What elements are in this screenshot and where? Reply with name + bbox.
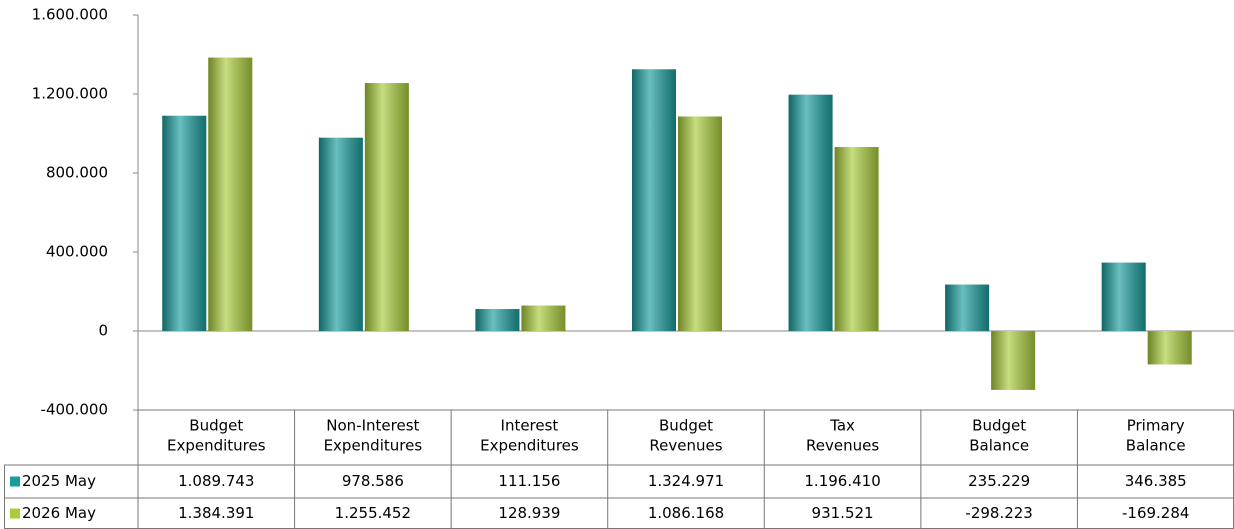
- bar-shade: [632, 69, 676, 331]
- y-tick-label: 800.000: [46, 164, 108, 182]
- table-value: 1.196.410: [804, 472, 880, 490]
- bar-shade: [945, 284, 990, 331]
- x-tick-label: Budget: [659, 417, 713, 435]
- bar-shade: [1101, 262, 1146, 331]
- x-tick-label: Interest: [501, 417, 559, 435]
- x-tick-label: Non-Interest: [326, 417, 419, 435]
- y-tick-label: 400.000: [46, 243, 108, 261]
- table-value: 346.385: [1125, 472, 1187, 490]
- bar-shade: [162, 115, 207, 331]
- table-value: 931.521: [812, 504, 874, 522]
- y-tick-label: 0: [98, 322, 108, 340]
- table-value: 1.324.971: [648, 472, 724, 490]
- table-value: 1.086.168: [648, 504, 724, 522]
- x-tick-label: Budget: [972, 417, 1026, 435]
- legend-label: 2025 May: [22, 472, 96, 490]
- x-tick-label: Balance: [1126, 437, 1186, 455]
- bar-shade: [1147, 331, 1192, 365]
- x-tick-label: Revenues: [649, 437, 722, 455]
- bar-shade: [834, 147, 879, 331]
- legend-label: 2026 May: [22, 504, 96, 522]
- x-tick-label: Revenues: [806, 437, 879, 455]
- table-value: -169.284: [1122, 504, 1189, 522]
- legend-key: [10, 508, 20, 519]
- y-tick-label: -400.000: [41, 401, 108, 419]
- x-tick-label: Balance: [969, 437, 1029, 455]
- table-value: 1.255.452: [335, 504, 411, 522]
- bar-shade: [475, 309, 520, 331]
- x-tick-label: Tax: [829, 417, 855, 435]
- x-tick-label: Expenditures: [167, 437, 266, 455]
- legend-key: [10, 476, 20, 487]
- table-value: 235.229: [968, 472, 1030, 490]
- x-tick-label: Expenditures: [324, 437, 423, 455]
- bar-shade: [318, 137, 363, 331]
- x-tick-label: Budget: [189, 417, 243, 435]
- x-tick-label: Primary: [1127, 417, 1185, 435]
- bar-shade: [208, 57, 253, 332]
- y-tick-label: 1.200.000: [32, 85, 108, 103]
- table-value: 978.586: [342, 472, 404, 490]
- bar-shade: [788, 94, 833, 332]
- x-tick-label: Expenditures: [480, 437, 579, 455]
- y-tick-label: 1.600.000: [32, 6, 108, 24]
- bar-shade: [521, 305, 566, 331]
- bar-shade: [364, 83, 409, 331]
- table-value: 1.089.743: [178, 472, 254, 490]
- bar-shade: [678, 116, 722, 332]
- table-value: -298.223: [965, 504, 1032, 522]
- table-value: 1.384.391: [178, 504, 254, 522]
- table-value: 128.939: [498, 504, 560, 522]
- table-value: 111.156: [498, 472, 560, 490]
- bar-shade: [991, 331, 1036, 390]
